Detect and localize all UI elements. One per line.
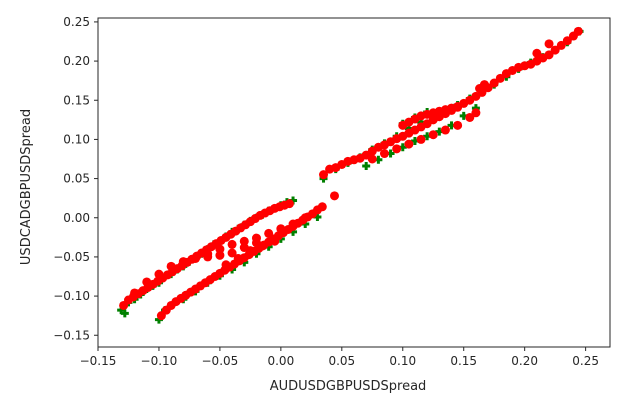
- plot-area-frame: [97, 17, 611, 348]
- data-point: [550, 45, 560, 55]
- data-point: [191, 253, 201, 263]
- data-point: [404, 139, 414, 149]
- data-point: [362, 162, 371, 171]
- data-point: [495, 73, 505, 83]
- y-tick-label: 0.25: [63, 15, 90, 29]
- data-point: [379, 149, 389, 159]
- data-point: [544, 39, 554, 49]
- x-tick-label: −0.10: [141, 354, 178, 368]
- data-point: [556, 40, 566, 50]
- data-point: [215, 250, 225, 260]
- y-tick-label: −0.15: [53, 328, 90, 342]
- y-axis-ticks: −0.15 −0.10 −0.05 0.00 0.05 0.10 0.15 0.20 0.25: [53, 15, 98, 342]
- data-point: [221, 260, 231, 270]
- data-point: [284, 199, 294, 209]
- data-point: [215, 244, 225, 254]
- data-point: [440, 125, 450, 135]
- x-tick-label: −0.05: [202, 354, 239, 368]
- x-tick-label: 0.15: [450, 354, 477, 368]
- y-tick-label: 0.15: [63, 93, 90, 107]
- data-point: [203, 252, 213, 262]
- data-point: [317, 202, 327, 212]
- data-point: [166, 261, 176, 271]
- y-tick-label: 0.05: [63, 172, 90, 186]
- data-point: [471, 108, 481, 118]
- y-tick-label: 0.10: [63, 132, 90, 146]
- x-tick-label: 0.20: [511, 354, 538, 368]
- data-point: [329, 191, 339, 201]
- data-point: [120, 309, 129, 318]
- series-1: [119, 26, 583, 321]
- data-point: [532, 48, 542, 58]
- data-point: [453, 120, 463, 130]
- data-point: [465, 112, 475, 122]
- data-point: [416, 134, 426, 144]
- plot-data: [117, 26, 584, 324]
- data-point: [233, 253, 243, 263]
- data-point: [562, 36, 572, 46]
- data-point: [178, 257, 188, 267]
- data-point: [573, 26, 583, 36]
- data-point: [227, 239, 237, 249]
- data-point: [239, 236, 249, 246]
- data-point: [130, 288, 140, 298]
- y-tick-label: 0.20: [63, 54, 90, 68]
- data-point: [154, 269, 164, 279]
- y-axis-label: USDCADGBPUSDSpread: [19, 109, 34, 265]
- x-tick-label: 0.10: [389, 354, 416, 368]
- data-point: [142, 277, 152, 287]
- data-point: [453, 102, 463, 112]
- data-point: [367, 154, 377, 164]
- x-tick-label: 0.05: [328, 354, 355, 368]
- x-tick-label: 0.00: [267, 354, 294, 368]
- data-point: [270, 236, 280, 246]
- y-tick-label: −0.10: [53, 289, 90, 303]
- y-tick-label: −0.05: [53, 250, 90, 264]
- data-point: [428, 130, 438, 140]
- x-tick-label: 0.25: [572, 354, 599, 368]
- data-point: [245, 246, 255, 256]
- y-tick-label: 0.00: [63, 211, 90, 225]
- x-tick-label: −0.15: [80, 354, 117, 368]
- data-point: [258, 241, 268, 251]
- data-point: [479, 80, 489, 90]
- data-point: [489, 78, 499, 88]
- data-point: [392, 144, 402, 154]
- data-point: [319, 170, 329, 180]
- x-axis-label: AUDUSDGBPUSDSpread: [270, 379, 427, 394]
- data-point: [227, 248, 237, 258]
- data-point: [544, 50, 554, 60]
- x-axis-ticks: −0.15 −0.10 −0.05 0.00 0.05 0.10 0.15 0.20 0.25: [80, 347, 599, 368]
